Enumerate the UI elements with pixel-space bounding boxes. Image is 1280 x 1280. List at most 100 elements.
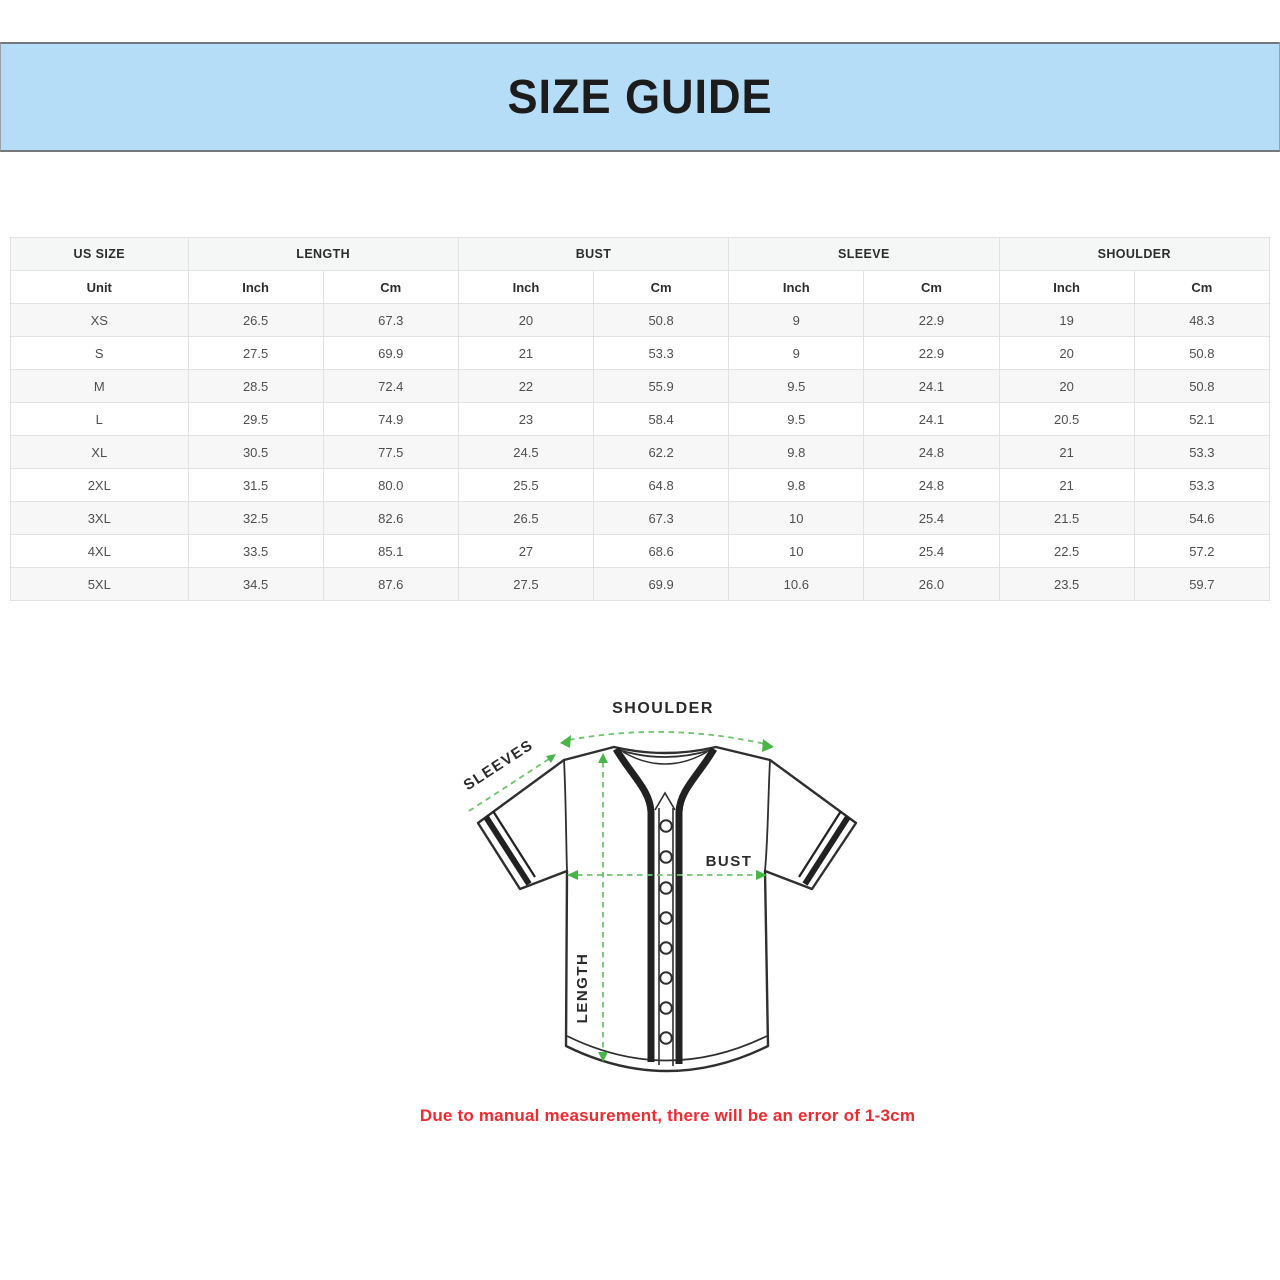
measurement-cell: 24.1: [863, 402, 1000, 436]
measurement-cell: 9.8: [728, 468, 865, 502]
measurement-cell: 24.8: [863, 468, 1000, 502]
column-group-bust: BUST: [457, 237, 730, 271]
jersey-outline: [476, 745, 858, 1073]
measurement-cell: 74.9: [322, 402, 459, 436]
size-label-cell: L: [10, 402, 189, 436]
measurement-cell: 80.0: [322, 468, 459, 502]
measurement-cell: 20: [998, 369, 1135, 403]
measurement-cell: 22.9: [863, 303, 1000, 337]
measurement-cell: 9: [728, 303, 865, 337]
size-row-5xl: 5XL 34.5 87.6 27.5 69.9 10.6 26.0 23.5 59.7: [10, 567, 1271, 601]
size-table: US SIZE LENGTH BUST SLEEVE SHOULDER Unit Inch C…: [10, 237, 1271, 601]
measurement-cell: 69.9: [593, 567, 730, 601]
measurement-cell: 57.2: [1133, 534, 1271, 568]
measurement-arrowheads: [546, 735, 774, 1062]
measurement-cell: 19: [998, 303, 1135, 337]
measurement-cell: 26.5: [457, 501, 595, 535]
size-row-4xl: 4XL 33.5 85.1 27 68.6 10 25.4 22.5 57.2: [10, 534, 1271, 568]
measurement-cell: 55.9: [593, 369, 730, 403]
measurement-cell: 68.6: [593, 534, 730, 568]
measurement-cell: 28.5: [187, 369, 324, 403]
measurement-cell: 48.3: [1133, 303, 1271, 337]
measurement-cell: 67.3: [322, 303, 459, 337]
shoulder-measure-line: [568, 731, 766, 745]
measurement-cell: 62.2: [593, 435, 730, 469]
column-group-us-size: US SIZE: [10, 237, 189, 271]
size-row-l: L 29.5 74.9 23 58.4 9.5 24.1 20.5 52.1: [10, 402, 1271, 436]
measurement-cell: 21.5: [998, 501, 1135, 535]
measurement-cell: 21: [998, 435, 1135, 469]
measurement-cell: 9.8: [728, 435, 865, 469]
size-label-cell: S: [10, 336, 189, 370]
size-row-3xl: 3XL 32.5 82.6 26.5 67.3 10 25.4 21.5 54.6: [10, 501, 1271, 535]
measurement-cell: 24.5: [457, 435, 595, 469]
measurement-cell: 67.3: [593, 501, 730, 535]
unit-cell: Inch: [728, 270, 865, 304]
unit-cell: Cm: [1133, 270, 1271, 304]
measurement-cell: 22: [457, 369, 595, 403]
measurement-cell: 59.7: [1133, 567, 1271, 601]
jersey-seams: [563, 749, 771, 1066]
size-label-cell: XS: [10, 303, 189, 337]
measurement-cell: 9.5: [728, 369, 865, 403]
measurement-cell: 87.6: [322, 567, 459, 601]
measurement-cell: 25.5: [457, 468, 595, 502]
measurement-cell: 25.4: [863, 534, 1000, 568]
measurement-cell: 32.5: [187, 501, 324, 535]
jersey-diagram-svg: SHOULDER SLEEVES BUST LENGTH: [460, 700, 858, 1073]
length-label: LENGTH: [574, 953, 591, 1024]
size-row-m: M 28.5 72.4 22 55.9 9.5 24.1 20 50.8: [10, 369, 1271, 403]
measurement-cell: 50.8: [593, 303, 730, 337]
measurement-cell: 69.9: [322, 336, 459, 370]
measurement-cell: 53.3: [593, 336, 730, 370]
measurement-cell: 23: [457, 402, 595, 436]
measurement-cell: 24.8: [863, 435, 1000, 469]
shoulder-label: SHOULDER: [612, 700, 714, 717]
measurement-cell: 85.1: [322, 534, 459, 568]
size-guide-banner: SIZE GUIDE: [0, 42, 1280, 152]
measurement-cell: 31.5: [187, 468, 324, 502]
measurement-cell: 20: [998, 336, 1135, 370]
bust-label: BUST: [706, 853, 753, 870]
jersey-trim-bands: [612, 747, 718, 1064]
unit-cell: Inch: [187, 270, 324, 304]
measurement-cell: 23.5: [998, 567, 1135, 601]
measurement-cell: 27.5: [457, 567, 595, 601]
size-row-xs: XS 26.5 67.3 20 50.8 9 22.9 19 48.3: [10, 303, 1271, 337]
size-label-cell: XL: [10, 435, 189, 469]
measurement-cell: 53.3: [1133, 435, 1271, 469]
measurement-cell: 53.3: [1133, 468, 1271, 502]
size-label-cell: 3XL: [10, 501, 189, 535]
measurement-cell: 20: [457, 303, 595, 337]
unit-header: Unit: [10, 270, 189, 304]
measurement-cell: 34.5: [187, 567, 324, 601]
measurement-cell: 33.5: [187, 534, 324, 568]
measurement-cell: 9: [728, 336, 865, 370]
size-label-cell: M: [10, 369, 189, 403]
measurement-cell: 26.5: [187, 303, 324, 337]
size-row-xl: XL 30.5 77.5 24.5 62.2 9.8 24.8 21 53.3: [10, 435, 1271, 469]
size-row-s: S 27.5 69.9 21 53.3 9 22.9 20 50.8: [10, 336, 1271, 370]
measurement-disclaimer: Due to manual measurement, there will be…: [419, 1106, 916, 1125]
measurement-lines: [468, 731, 766, 1052]
size-table-wrap: US SIZE LENGTH BUST SLEEVE SHOULDER Unit Inch C…: [10, 237, 1271, 601]
sleeves-label: SLEEVES: [460, 736, 536, 794]
measurement-cell: 9.5: [728, 402, 865, 436]
measurement-cell: 54.6: [1133, 501, 1271, 535]
unit-cell: Cm: [322, 270, 459, 304]
measurement-cell: 22.5: [998, 534, 1135, 568]
measurement-cell: 72.4: [322, 369, 459, 403]
measurement-cell: 30.5: [187, 435, 324, 469]
measurement-cell: 10: [728, 501, 865, 535]
jersey-measurement-diagram: SHOULDER SLEEVES BUST LENGTH: [435, 685, 900, 1140]
size-label-cell: 4XL: [10, 534, 189, 568]
measurement-cell: 21: [457, 336, 595, 370]
measurement-cell: 22.9: [863, 336, 1000, 370]
measurement-cell: 29.5: [187, 402, 324, 436]
unit-cell: Cm: [863, 270, 1000, 304]
measurement-cell: 52.1: [1133, 402, 1271, 436]
jersey-buttons: [659, 819, 673, 1045]
unit-cell: Cm: [593, 270, 730, 304]
measurement-cell: 50.8: [1133, 336, 1271, 370]
measurement-cell: 27.5: [187, 336, 324, 370]
